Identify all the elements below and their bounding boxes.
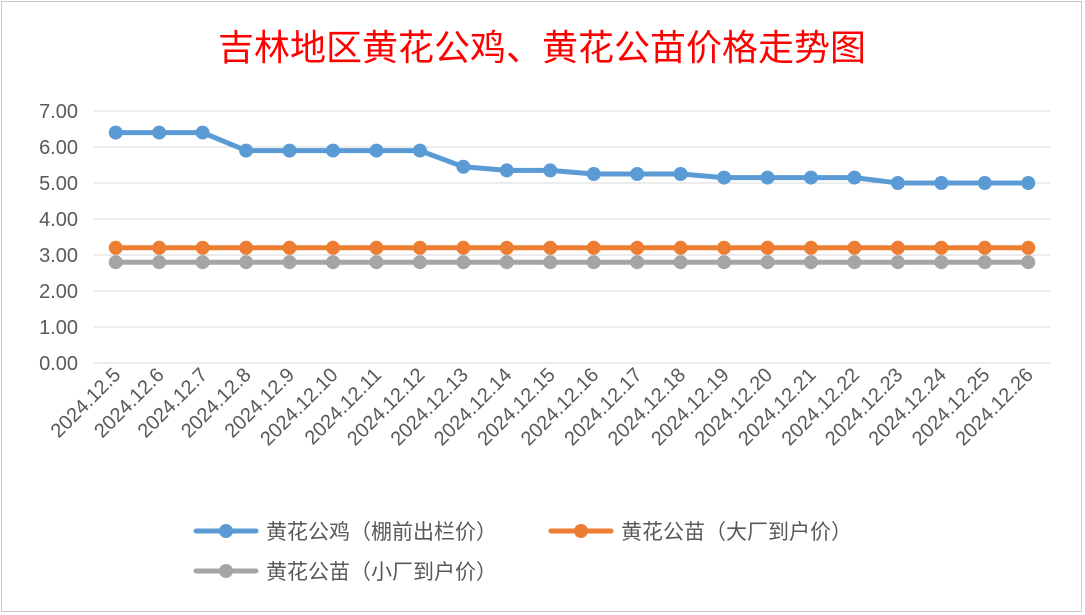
series-2 bbox=[108, 240, 1036, 255]
data-point bbox=[586, 255, 601, 270]
data-point bbox=[282, 143, 297, 158]
data-point bbox=[673, 167, 688, 181]
data-point bbox=[586, 167, 601, 181]
data-point bbox=[760, 170, 775, 185]
data-point bbox=[108, 255, 123, 270]
data-point bbox=[152, 255, 167, 270]
data-point bbox=[890, 255, 905, 270]
legend-swatch-marker bbox=[219, 564, 233, 578]
data-point bbox=[543, 255, 558, 270]
data-point bbox=[412, 255, 427, 270]
data-point bbox=[152, 240, 167, 255]
legend: 黄花公鸡（棚前出栏价） 黄花公苗（大厂到户价） 黄花公苗（小厂到户价） bbox=[193, 520, 852, 584]
x-axis: 2024.12.52024.12.62024.12.72024.12.82024… bbox=[47, 364, 1038, 450]
series-line bbox=[113, 130, 1031, 186]
data-point bbox=[717, 255, 732, 270]
data-point bbox=[934, 255, 949, 270]
data-point bbox=[977, 176, 992, 190]
y-tick-label: 6.00 bbox=[39, 137, 78, 159]
data-point bbox=[630, 240, 645, 255]
data-point bbox=[586, 240, 601, 255]
legend-swatch-marker bbox=[574, 524, 588, 538]
data-point bbox=[456, 255, 471, 270]
y-tick-label: 1.00 bbox=[39, 317, 78, 339]
y-tick-label: 2.00 bbox=[39, 281, 78, 303]
data-point bbox=[499, 255, 514, 270]
legend-swatch-marker bbox=[219, 524, 233, 538]
data-point bbox=[369, 240, 384, 255]
data-point bbox=[934, 240, 949, 255]
data-point bbox=[977, 255, 992, 270]
data-point bbox=[369, 143, 384, 158]
data-point bbox=[369, 255, 384, 270]
series-1 bbox=[108, 125, 1036, 190]
data-point bbox=[847, 255, 862, 270]
data-point bbox=[847, 170, 862, 185]
data-point bbox=[717, 170, 732, 185]
data-point bbox=[195, 255, 210, 270]
data-point bbox=[456, 240, 471, 255]
data-point bbox=[499, 163, 514, 178]
y-tick-label: 5.00 bbox=[39, 173, 78, 195]
y-axis: 0.00 1.00 2.00 3.00 4.00 5.00 6.00 7.00 bbox=[39, 101, 78, 375]
data-point bbox=[760, 255, 775, 270]
data-point bbox=[977, 240, 992, 255]
data-point bbox=[717, 240, 732, 255]
data-point bbox=[934, 176, 949, 190]
data-point bbox=[760, 240, 775, 255]
series-3 bbox=[108, 255, 1036, 270]
data-point bbox=[239, 255, 254, 270]
data-point bbox=[499, 240, 514, 255]
data-point bbox=[804, 240, 818, 255]
y-tick-label: 0.00 bbox=[39, 353, 78, 375]
series-lines bbox=[108, 125, 1036, 270]
chart-title: 吉林地区黄花公鸡、黄花公苗价格走势图 bbox=[218, 28, 866, 69]
data-point bbox=[543, 163, 558, 178]
data-point bbox=[673, 240, 688, 255]
legend-label: 黄花公苗（大厂到户价） bbox=[621, 520, 852, 544]
y-tick-label: 7.00 bbox=[39, 101, 78, 123]
y-tick-label: 4.00 bbox=[39, 209, 78, 231]
data-point bbox=[108, 240, 123, 255]
data-point bbox=[152, 125, 167, 140]
data-point bbox=[282, 240, 297, 255]
data-point bbox=[195, 240, 210, 255]
legend-label: 黄花公鸡（棚前出栏价） bbox=[266, 520, 497, 544]
data-point bbox=[630, 167, 645, 181]
data-point bbox=[412, 143, 427, 158]
data-point bbox=[239, 143, 254, 158]
legend-label: 黄花公苗（小厂到户价） bbox=[266, 560, 497, 584]
y-tick-label: 3.00 bbox=[39, 245, 78, 267]
data-point bbox=[847, 240, 862, 255]
data-point bbox=[282, 255, 297, 270]
data-point bbox=[108, 125, 123, 140]
data-point bbox=[890, 240, 905, 255]
data-point bbox=[804, 255, 818, 270]
data-point bbox=[326, 255, 340, 270]
data-point bbox=[456, 159, 471, 174]
data-point bbox=[543, 240, 558, 255]
data-point bbox=[239, 240, 254, 255]
data-point bbox=[326, 240, 340, 255]
data-point bbox=[326, 143, 340, 158]
data-point bbox=[412, 240, 427, 255]
data-point bbox=[630, 255, 645, 270]
data-point bbox=[1021, 176, 1036, 190]
data-point bbox=[804, 170, 818, 185]
legend-item: 黄花公苗（小厂到户价） bbox=[193, 560, 497, 584]
data-point bbox=[195, 125, 210, 140]
data-point bbox=[1021, 240, 1036, 255]
data-point bbox=[890, 176, 905, 190]
legend-item: 黄花公鸡（棚前出栏价） bbox=[193, 520, 497, 544]
data-point bbox=[1021, 255, 1036, 270]
data-point bbox=[673, 255, 688, 270]
legend-item: 黄花公苗（大厂到户价） bbox=[548, 520, 852, 544]
